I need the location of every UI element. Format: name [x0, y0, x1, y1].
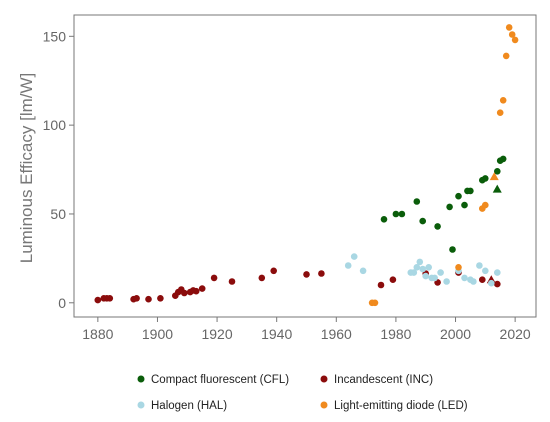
data-point — [359, 267, 367, 275]
legend: Compact fluorescent (CFL) Incandescent (I… — [137, 374, 468, 412]
legend-item: Halogen (HAL) — [137, 400, 227, 412]
x-tick-label: 1980 — [380, 326, 411, 342]
data-point — [145, 295, 152, 303]
data-point — [461, 201, 468, 209]
data-point — [482, 175, 489, 182]
legend-label: Halogen (HAL) — [151, 400, 227, 412]
data-point — [94, 296, 102, 304]
data-point — [488, 279, 495, 287]
data-point — [389, 276, 397, 284]
data-point — [344, 262, 352, 269]
data-point — [398, 210, 406, 218]
data-point — [446, 203, 453, 211]
data-point — [502, 52, 510, 60]
series-light-emitting-diode-led — [368, 24, 519, 307]
data-point — [413, 198, 421, 205]
data-point — [392, 210, 400, 218]
y-tick-label: 0 — [58, 295, 66, 311]
data-point — [479, 276, 486, 284]
data-point — [303, 271, 310, 278]
data-point — [318, 270, 325, 277]
data-point — [482, 267, 489, 275]
data-point — [425, 264, 433, 271]
data-point — [350, 253, 358, 260]
plot-frame — [73, 14, 537, 318]
legend-item: Light-emitting diode (LED) — [320, 400, 468, 412]
x-tick-label: 1920 — [201, 326, 232, 342]
data-point — [467, 187, 474, 195]
x-tick-label: 2000 — [440, 326, 471, 342]
data-point — [499, 97, 507, 104]
x-tick-label: 1940 — [261, 326, 292, 342]
data-point — [419, 217, 427, 225]
data-point — [476, 262, 483, 269]
legend-item: Compact fluorescent (CFL) — [137, 374, 289, 386]
data-point — [210, 274, 218, 282]
data-point — [455, 192, 462, 200]
data-point — [508, 31, 516, 38]
data-point — [181, 289, 188, 297]
legend-label: Incandescent (INC) — [334, 374, 433, 386]
y-axis: 0 50 100 150 — [43, 28, 74, 311]
legend-item: Incandescent (INC) — [320, 374, 433, 386]
data-point — [133, 295, 140, 302]
data-point — [416, 258, 424, 266]
data-point — [437, 269, 444, 276]
data-points — [94, 24, 519, 307]
data-point — [431, 274, 439, 282]
data-point — [258, 274, 266, 282]
legend-marker — [320, 401, 328, 409]
data-point — [270, 267, 278, 275]
data-point — [106, 295, 114, 302]
data-point — [434, 223, 441, 230]
data-point — [494, 168, 501, 175]
legend-marker — [320, 375, 328, 383]
data-point — [380, 216, 388, 223]
data-point — [496, 109, 504, 116]
data-point — [192, 287, 200, 295]
y-tick-label: 150 — [43, 28, 67, 44]
x-tick-label: 1960 — [321, 326, 352, 342]
data-point — [511, 36, 519, 44]
y-tick-label: 100 — [43, 117, 67, 133]
data-point — [470, 278, 477, 285]
data-point — [419, 265, 427, 273]
data-point — [494, 280, 501, 288]
data-point — [494, 269, 501, 276]
x-tick-label: 1880 — [82, 326, 113, 342]
series-halogen-hal — [344, 253, 501, 287]
y-axis-label: Luminous Efficacy [lm/W] — [17, 73, 36, 264]
x-axis: 1880 1900 1920 1940 1960 1980 2000 2020 — [82, 317, 531, 342]
data-point-triangle — [489, 172, 499, 181]
data-point — [461, 274, 468, 282]
x-tick-label: 1900 — [142, 326, 173, 342]
data-point — [413, 264, 421, 271]
data-point — [371, 299, 379, 307]
series-compact-fluorescent-cfl — [380, 155, 507, 253]
data-point — [449, 246, 456, 253]
data-point — [499, 155, 507, 163]
data-point — [198, 285, 206, 292]
data-point-triangle — [492, 184, 502, 193]
legend-marker — [137, 401, 145, 409]
legend-label: Compact fluorescent (CFL) — [151, 374, 289, 386]
data-point — [228, 278, 236, 285]
legend-label: Light-emitting diode (LED) — [334, 400, 468, 412]
x-tick-label: 2020 — [500, 326, 531, 342]
data-point — [505, 24, 513, 31]
data-point — [422, 272, 430, 280]
legend-marker — [137, 375, 145, 383]
data-point — [157, 295, 164, 302]
y-tick-label: 50 — [50, 206, 66, 222]
data-point — [482, 201, 489, 209]
data-point — [377, 281, 385, 289]
data-point — [443, 278, 450, 285]
data-point — [410, 269, 418, 276]
data-point — [455, 264, 462, 271]
